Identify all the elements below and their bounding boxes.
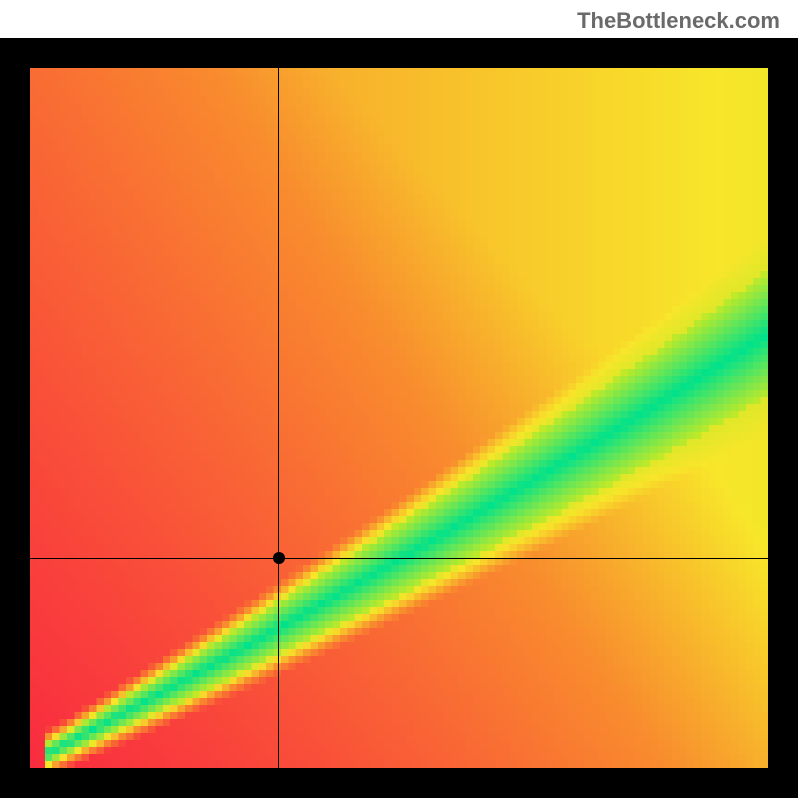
heatmap-canvas: [30, 68, 768, 768]
watermark-text: TheBottleneck.com: [577, 8, 780, 34]
crosshair-horizontal: [30, 558, 768, 559]
data-point-marker: [273, 552, 285, 564]
chart-container: { "watermark": { "text": "TheBottleneck.…: [0, 0, 800, 800]
crosshair-vertical: [278, 68, 279, 768]
